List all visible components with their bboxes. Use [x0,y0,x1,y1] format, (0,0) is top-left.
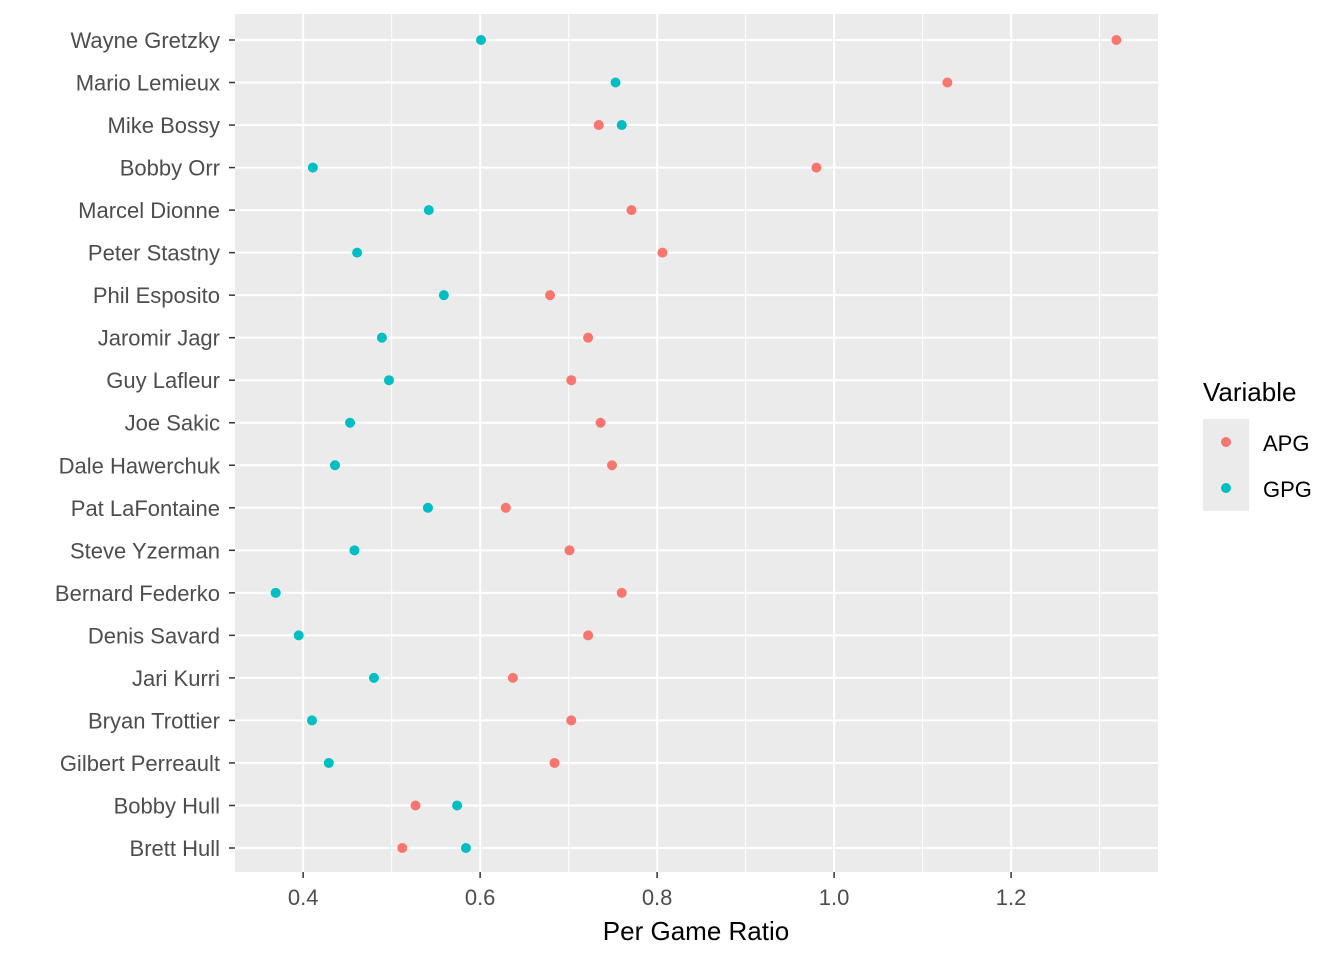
y-tick-label: Wayne Gretzky [70,28,220,53]
y-tick-label: Mario Lemieux [76,71,220,96]
point-apg [549,757,560,768]
point-apg [566,375,577,386]
point-apg [397,843,408,853]
point-gpg [352,247,363,258]
point-apg [595,417,606,428]
point-gpg [452,800,463,811]
legend-key-gpg [1221,483,1231,493]
y-tick-label: Denis Savard [88,623,220,648]
point-gpg [438,290,449,301]
point-gpg [349,545,360,556]
legend-title: Variable [1203,377,1296,407]
point-gpg [423,205,434,216]
x-tick-label: 0.6 [465,885,496,910]
point-gpg [270,587,281,598]
point-apg [583,332,594,343]
point-apg [626,205,637,216]
legend-label-apg: APG [1263,431,1309,456]
y-tick-label: Bobby Orr [120,156,220,181]
x-tick-label: 1.2 [996,885,1027,910]
y-tick-label: Steve Yzerman [70,538,220,563]
point-apg [566,715,577,726]
point-gpg [383,375,394,386]
gridlines [235,14,1158,872]
point-apg [606,460,617,471]
y-tick-label: Pat LaFontaine [71,496,220,521]
point-apg [593,120,604,131]
y-tick-label: Dale Hawerchuk [59,453,221,478]
y-tick-label: Guy Lafleur [106,368,220,393]
y-tick-label: Marcel Dionne [78,198,220,223]
point-gpg [616,120,627,131]
point-apg [583,630,594,641]
x-tick-label: 1.0 [819,885,850,910]
point-gpg [422,502,433,513]
y-tick-label: Bryan Trottier [88,708,220,733]
y-tick-label: Jaromir Jagr [98,326,220,351]
point-apg [1111,35,1122,45]
x-tick-label: 0.4 [288,885,319,910]
point-gpg [460,843,471,853]
point-apg [616,587,627,598]
point-apg [545,290,556,301]
y-axis: Wayne Gretzky Mario Lemieux Mike Bossy Bobb… [55,28,235,861]
point-gpg [345,417,356,428]
point-apg [942,77,953,88]
point-gpg [610,77,621,88]
point-gpg [368,672,379,683]
point-gpg [376,332,387,343]
y-tick-label: Gilbert Perreault [60,751,220,776]
x-axis: 0.4 0.6 0.8 1.0 1.2 [288,872,1027,910]
point-apg [410,800,421,811]
y-tick-label: Peter Stastny [88,241,220,266]
point-gpg [293,630,304,641]
point-apg [657,247,668,258]
point-gpg [323,757,334,768]
point-gpg [329,460,340,471]
y-tick-label: Phil Esposito [93,283,220,308]
legend-label-gpg: GPG [1263,477,1312,502]
y-tick-label: Joe Sakic [125,411,220,436]
point-gpg [306,715,317,726]
point-apg [564,545,575,556]
plot-panel [235,14,1158,872]
point-gpg [476,35,487,45]
point-gpg [307,162,318,173]
point-apg [500,502,511,513]
legend: Variable APG GPG [1203,377,1312,511]
y-tick-label: Mike Bossy [108,113,220,138]
point-apg [507,672,518,683]
y-tick-label: Bernard Federko [55,581,220,606]
data-points [270,35,1122,853]
legend-key-apg [1221,437,1231,447]
y-tick-label: Brett Hull [130,836,220,861]
point-apg [811,162,822,173]
x-tick-label: 0.8 [642,885,673,910]
x-axis-title: Per Game Ratio [603,916,789,946]
y-tick-label: Bobby Hull [114,793,220,818]
legend-key-background [1203,419,1249,511]
y-tick-label: Jari Kurri [132,666,220,691]
